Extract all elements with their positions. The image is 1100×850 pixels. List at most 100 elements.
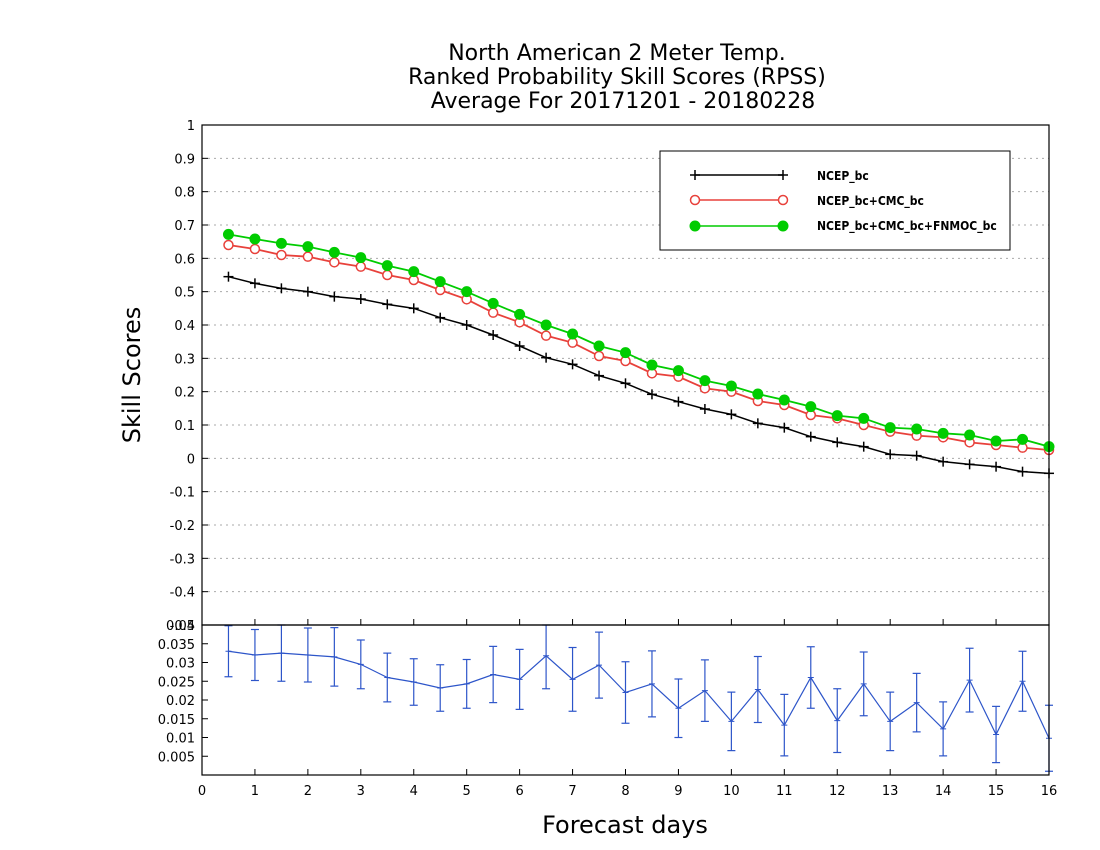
x-tick-label: 1 [251, 784, 259, 799]
data-point-ncep-cmc [540, 330, 552, 341]
data-point-ncep-bc [911, 450, 922, 461]
x-tick-label: 2 [304, 784, 312, 799]
chart-title-line-2: Ranked Probability Skill Scores (RPSS) [408, 65, 826, 90]
x-tick-label: 8 [621, 784, 629, 799]
main-y-tick-labels: -0.5 -0.4 -0.3 -0.2 -0.1 0 0.1 0.2 0.3 0.4 0.5 0.6 0… [170, 119, 195, 634]
x-tick-label: 15 [988, 784, 1005, 799]
data-point-ncep-cmc [223, 239, 234, 251]
x-tick-label: 5 [463, 784, 471, 799]
data-point-ncep-cmc-fnmoc [540, 319, 552, 331]
data-point-ncep-cmc-fnmoc [355, 252, 367, 264]
series-line-ncep-cmc-fnmoc [228, 233, 1050, 448]
data-point-ncep-cmc-fnmoc [275, 237, 287, 249]
data-point-ncep-cmc-fnmoc [884, 422, 896, 434]
sub-y-tick-label: 0.035 [158, 638, 195, 653]
legend-marker-ncep-bc [690, 170, 700, 180]
data-point-ncep-cmc-fnmoc [752, 388, 764, 400]
x-tick-label: 11 [776, 784, 793, 799]
sub-plot-series [224, 624, 1053, 772]
data-point-ncep-cmc-fnmoc [646, 359, 658, 371]
data-point-ncep-bc [832, 437, 843, 448]
sub-y-tick-label: 0.02 [166, 694, 195, 709]
data-point-ncep-bc [858, 441, 869, 452]
x-tick-label: 13 [882, 784, 899, 799]
data-point-ncep-cmc-fnmoc [434, 276, 446, 288]
data-point-ncep-cmc-fnmoc [937, 427, 949, 439]
main-y-tick-label: 1 [187, 119, 195, 134]
sub-y-tick-labels: 0.005 0.01 0.015 0.02 0.025 0.03 0.035 0.04 [158, 619, 208, 765]
x-axis-label: Forecast days [542, 811, 708, 839]
main-y-tick-label: 0.2 [174, 386, 195, 401]
data-point-ncep-bc [435, 312, 446, 323]
data-point-ncep-bc [1017, 466, 1028, 477]
data-point-ncep-bc [726, 409, 737, 420]
data-point-ncep-bc [329, 291, 340, 302]
legend-label-ncep-cmc-fnmoc: NCEP_bc+CMC_bc+FNMOC_bc [817, 219, 997, 234]
main-y-tick-label: 0 [187, 452, 195, 467]
data-point-ncep-cmc-fnmoc [911, 423, 923, 435]
data-point-ncep-cmc-fnmoc [620, 347, 631, 359]
x-tick-labels: 0 1 2 3 4 5 6 7 8 9 10 11 12 13 14 15 16 [198, 619, 1057, 799]
data-point-ncep-cmc-fnmoc [249, 233, 261, 245]
sub-plot-frame [201, 624, 1050, 776]
x-tick-label: 16 [1041, 784, 1058, 799]
data-point-ncep-bc [646, 389, 657, 400]
x-tick-label: 6 [515, 784, 523, 799]
data-point-ncep-cmc [382, 269, 393, 281]
data-point-ncep-bc [885, 449, 896, 460]
data-point-ncep-cmc-fnmoc [990, 435, 1002, 447]
data-point-ncep-bc [594, 370, 605, 381]
data-point-ncep-bc [408, 303, 419, 314]
main-y-tick-label: 0.4 [174, 319, 195, 334]
main-y-tick-label: 0.9 [174, 152, 195, 167]
sub-y-tick-label: 0.025 [158, 675, 195, 690]
data-point-ncep-cmc-fnmoc [567, 328, 579, 340]
data-point-ncep-cmc [249, 243, 261, 255]
data-point-ncep-bc [699, 404, 710, 414]
sub-series-line [228, 650, 1050, 739]
series-line-ncep-bc [228, 275, 1050, 475]
x-tick-label: 14 [935, 784, 952, 799]
data-point-ncep-bc [302, 286, 313, 297]
data-point-ncep-cmc-fnmoc [831, 410, 843, 422]
data-point-ncep-cmc-fnmoc [328, 246, 340, 258]
data-point-ncep-cmc [329, 257, 340, 268]
data-point-ncep-bc [461, 320, 472, 330]
main-plot-grid [202, 124, 1049, 626]
series-line-ncep-cmc [228, 244, 1050, 451]
data-point-ncep-cmc-fnmoc [1017, 433, 1029, 445]
main-y-tick-label: 0.5 [174, 286, 195, 301]
main-y-tick-label: 0.1 [174, 419, 195, 434]
data-point-ncep-cmc-fnmoc [593, 340, 605, 352]
legend-marker-ncep-cmc [689, 194, 701, 206]
chart-title: North American 2 Meter Temp. Ranked Prob… [408, 41, 826, 114]
data-point-ncep-bc [805, 431, 816, 442]
data-point-ncep-bc [673, 396, 684, 407]
data-point-ncep-cmc [355, 261, 367, 272]
legend-samples [689, 170, 789, 232]
main-y-tick-label: 0.6 [174, 252, 195, 267]
x-tick-label: 7 [568, 784, 576, 799]
legend: NCEP_bc NCEP_bc+CMC_bc NCEP_bc+CMC_bc+FN… [659, 150, 1011, 251]
error-bar [542, 624, 551, 690]
main-plot-series [222, 228, 1055, 479]
data-point-ncep-cmc [276, 249, 287, 261]
x-tick-label: 4 [410, 784, 418, 799]
data-point-ncep-cmc-fnmoc [805, 401, 817, 413]
data-point-ncep-bc [355, 294, 366, 304]
chart-title-line-1: North American 2 Meter Temp. [448, 41, 786, 66]
data-point-ncep-bc [991, 461, 1002, 472]
data-point-ncep-cmc-fnmoc [858, 412, 870, 424]
main-y-tick-label: 0.7 [174, 219, 195, 234]
data-point-ncep-cmc-fnmoc [408, 266, 420, 278]
data-point-ncep-bc [779, 422, 790, 433]
legend-marker-ncep-cmc [777, 194, 789, 206]
main-y-tick-label: -0.3 [170, 552, 195, 567]
y-axis-label: Skill Scores [118, 307, 146, 444]
data-point-ncep-bc [514, 341, 525, 351]
x-tick-label: 3 [357, 784, 365, 799]
main-y-tick-label: -0.5 [170, 619, 195, 634]
main-y-tick-label: 0.3 [174, 352, 195, 367]
data-point-ncep-cmc-fnmoc [699, 375, 711, 387]
data-point-ncep-bc [938, 456, 949, 467]
